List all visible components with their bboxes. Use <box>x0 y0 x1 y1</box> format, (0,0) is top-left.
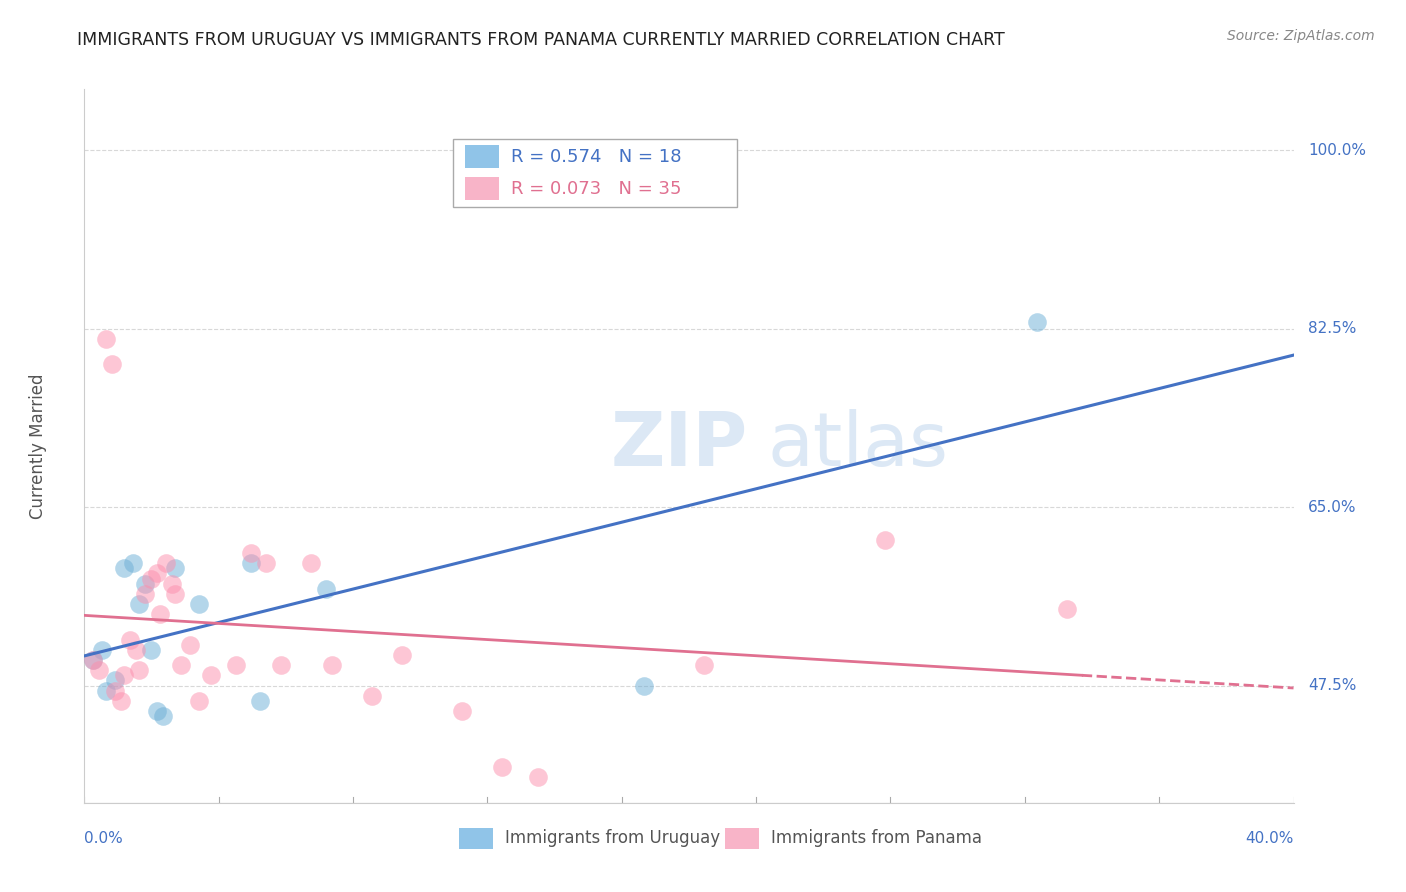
Point <box>82 653 104 667</box>
Point <box>491 760 513 774</box>
Point <box>146 704 169 718</box>
Point <box>165 587 187 601</box>
Point <box>110 694 132 708</box>
Point <box>100 358 122 372</box>
Point <box>527 770 550 784</box>
Point <box>188 694 211 708</box>
Text: 100.0%: 100.0% <box>1308 143 1367 158</box>
Point <box>155 556 177 570</box>
Point <box>254 556 277 570</box>
Point <box>239 556 262 570</box>
Point <box>94 332 117 346</box>
Point <box>200 668 222 682</box>
Text: 65.0%: 65.0% <box>1308 500 1357 515</box>
Point <box>633 679 655 693</box>
FancyBboxPatch shape <box>460 828 494 849</box>
Point <box>1025 315 1047 329</box>
Point <box>152 709 174 723</box>
Text: 40.0%: 40.0% <box>1246 831 1294 847</box>
Point <box>146 566 169 581</box>
Point <box>321 658 343 673</box>
Point <box>121 556 143 570</box>
Text: ZIP: ZIP <box>610 409 748 483</box>
Point <box>391 648 413 662</box>
Point <box>112 668 135 682</box>
Point <box>149 607 172 622</box>
Point <box>134 587 156 601</box>
Point <box>451 704 474 718</box>
Point <box>239 546 262 560</box>
FancyBboxPatch shape <box>725 828 759 849</box>
Text: 47.5%: 47.5% <box>1308 678 1357 693</box>
Point <box>134 576 156 591</box>
Point <box>112 561 135 575</box>
FancyBboxPatch shape <box>465 178 499 200</box>
Point <box>270 658 292 673</box>
Text: IMMIGRANTS FROM URUGUAY VS IMMIGRANTS FROM PANAMA CURRENTLY MARRIED CORRELATION : IMMIGRANTS FROM URUGUAY VS IMMIGRANTS FR… <box>77 31 1005 49</box>
Text: Source: ZipAtlas.com: Source: ZipAtlas.com <box>1227 29 1375 43</box>
Point <box>249 694 271 708</box>
Point <box>170 658 193 673</box>
Point <box>104 673 127 688</box>
Point <box>82 653 104 667</box>
Point <box>125 643 148 657</box>
Text: R = 0.574   N = 18: R = 0.574 N = 18 <box>512 148 682 166</box>
Point <box>179 638 201 652</box>
Text: R = 0.073   N = 35: R = 0.073 N = 35 <box>512 180 682 198</box>
Point <box>315 582 337 596</box>
Point <box>94 683 117 698</box>
Text: atlas: atlas <box>768 409 949 483</box>
Point <box>89 663 111 677</box>
Point <box>91 643 114 657</box>
Text: 82.5%: 82.5% <box>1308 321 1357 336</box>
Text: Currently Married: Currently Married <box>30 373 48 519</box>
Point <box>118 632 141 647</box>
Point <box>693 658 716 673</box>
Point <box>360 689 382 703</box>
Point <box>188 597 211 611</box>
Point <box>225 658 247 673</box>
Point <box>1056 602 1078 616</box>
Point <box>128 597 150 611</box>
Point <box>165 561 187 575</box>
Point <box>139 572 162 586</box>
Point <box>104 683 127 698</box>
FancyBboxPatch shape <box>465 145 499 169</box>
Point <box>299 556 322 570</box>
Point <box>139 643 162 657</box>
Text: 0.0%: 0.0% <box>84 831 124 847</box>
Text: Immigrants from Uruguay: Immigrants from Uruguay <box>505 830 720 847</box>
FancyBboxPatch shape <box>453 139 737 207</box>
Point <box>875 533 897 547</box>
Point <box>128 663 150 677</box>
Text: Immigrants from Panama: Immigrants from Panama <box>770 830 983 847</box>
Point <box>160 576 183 591</box>
